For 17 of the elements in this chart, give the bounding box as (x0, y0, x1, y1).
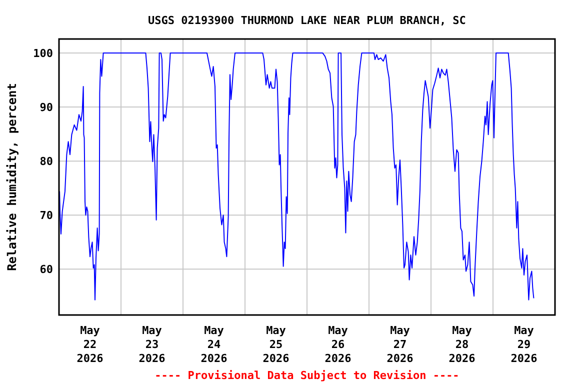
y-tick-label: 100 (33, 46, 53, 60)
y-axis-title: Relative humidity, percent (5, 83, 19, 271)
x-tick-label: May 27 2026 (386, 324, 414, 365)
y-tick-label: 90 (40, 100, 53, 114)
x-tick-label: May 23 2026 (138, 324, 166, 365)
line-series (59, 52, 534, 300)
text: ---- Provisional Data Subject to Revision ---- (154, 369, 460, 382)
x-tick-label: May 28 2026 (448, 324, 476, 365)
x-tick-label: May 25 2026 (262, 324, 290, 365)
y-tick-label: 60 (40, 262, 53, 276)
x-tick-label: May 24 2026 (200, 324, 228, 365)
y-tick-label: 70 (40, 208, 53, 222)
chart-title: USGS 02193900 THURMOND LAKE NEAR PLUM BRANCH, SC (148, 14, 466, 27)
y-tick-label: 80 (40, 154, 53, 168)
x-tick-label: May 29 2026 (510, 324, 538, 365)
x-tick-label: May 26 2026 (324, 324, 352, 365)
x-tick-label: May 22 2026 (76, 324, 104, 365)
